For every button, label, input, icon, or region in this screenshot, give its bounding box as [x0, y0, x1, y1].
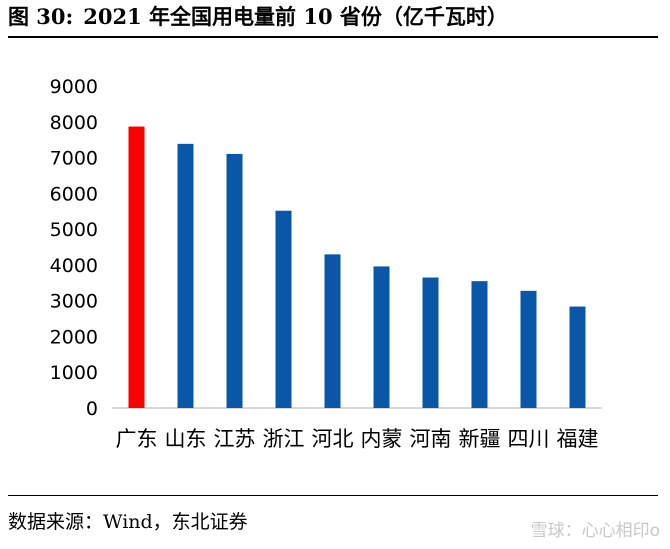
title-rule [8, 36, 658, 38]
y-tick-label: 4000 [50, 255, 98, 277]
y-tick-label: 3000 [50, 291, 98, 313]
y-tick-label: 6000 [50, 183, 98, 205]
y-tick-label: 7000 [50, 148, 98, 170]
bar-1 [128, 126, 145, 409]
x-category-label: 浙江 [263, 427, 305, 451]
bar-7 [422, 277, 439, 408]
x-category-label: 河北 [312, 427, 354, 451]
y-tick-label: 8000 [50, 112, 98, 134]
watermark: 雪球：心心相印o [530, 521, 660, 541]
x-category-label: 内蒙 [361, 427, 403, 451]
x-category-label: 河南 [410, 427, 452, 451]
figure-label: 图 30: [8, 4, 74, 29]
bar-6 [373, 266, 390, 408]
bar-3 [226, 153, 243, 408]
source-rule [8, 495, 658, 496]
bars [128, 126, 586, 409]
x-category-label: 福建 [557, 427, 599, 451]
bar-2 [177, 143, 194, 408]
y-tick-label: 1000 [50, 362, 98, 384]
figure-title: 图 30: 2021 年全国用电量前 10 省份（亿千瓦时） [8, 2, 658, 38]
bar-8 [471, 281, 488, 408]
x-category-label: 新疆 [459, 427, 501, 451]
y-tick-label: 0 [86, 398, 98, 420]
y-tick-label: 2000 [50, 326, 98, 348]
y-axis: 0 1000 2000 3000 4000 5000 6000 7000 8000 9000 [50, 76, 98, 420]
y-tick-label: 5000 [50, 219, 98, 241]
y-tick-label: 9000 [50, 76, 98, 98]
bar-10 [569, 306, 586, 408]
bar-5 [324, 254, 341, 408]
bar-9 [520, 290, 537, 408]
x-category-label: 江苏 [214, 427, 256, 451]
x-axis-labels: 广东 山东 江苏 浙江 河北 内蒙 河南 新疆 四川 福建 [116, 427, 599, 451]
source-text: 数据来源：Wind，东北证券 [8, 511, 248, 533]
figure-title-text: 2021 年全国用电量前 10 省份（亿千瓦时） [83, 4, 508, 29]
x-category-label: 广东 [116, 427, 158, 451]
x-category-label: 四川 [508, 427, 550, 451]
bar-4 [275, 210, 292, 408]
x-category-label: 山东 [165, 427, 207, 451]
source-note: 数据来源：Wind，东北证券 [8, 495, 658, 543]
